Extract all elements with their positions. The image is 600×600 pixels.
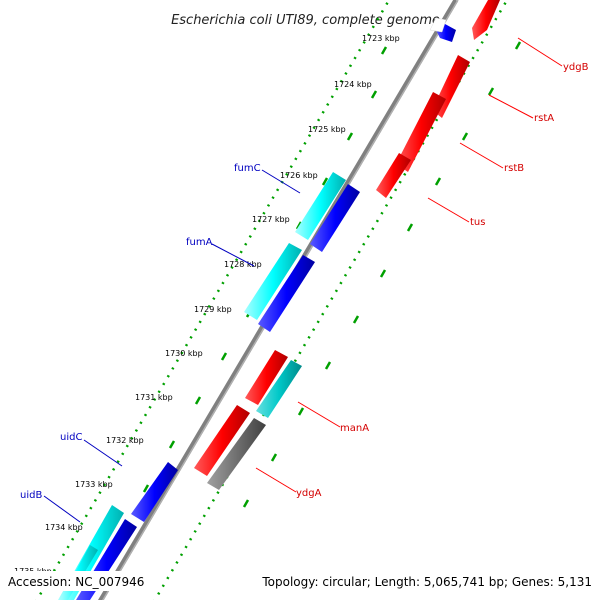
leader-line-tus [427, 197, 470, 223]
gc-track-outer [153, 0, 509, 600]
kbp-label: 1732 kbp [106, 436, 144, 445]
label-manA[interactable]: manA [340, 423, 369, 434]
footer-bg-left [4, 571, 146, 591]
genome-title: Escherichia coli UTI89, complete genome [171, 13, 440, 28]
gene-ydgA-arrow[interactable] [194, 405, 250, 476]
leader-line-uidC [83, 439, 123, 467]
kbp-labels: 1723 kbp 1724 kbp 1725 kbp 1726 kbp 1727… [14, 34, 400, 576]
gene-rstB-arrow[interactable] [396, 92, 446, 172]
leader-line-uidB [43, 495, 81, 523]
kbp-label: 1725 kbp [308, 125, 346, 134]
gene-labels-reverse: fumC fumA uidC uidB [20, 163, 301, 523]
kbp-label: 1724 kbp [334, 80, 372, 89]
label-uidC[interactable]: uidC [60, 432, 82, 443]
label-rstB[interactable]: rstB [504, 163, 524, 174]
gene-ydgB-arrow[interactable] [472, 0, 500, 40]
label-ydgB[interactable]: ydgB [563, 62, 589, 73]
label-uidB[interactable]: uidB [20, 490, 42, 501]
gene-labels-forward: ydgB rstA rstB tus manA ydgA [255, 37, 589, 499]
kbp-label: 1726 kbp [280, 171, 318, 180]
feature-fumC-cyan[interactable] [295, 172, 346, 240]
label-fumA[interactable]: fumA [186, 237, 213, 248]
gene-fumA-blue-arrow[interactable] [258, 255, 315, 332]
feature-fumA-cyan[interactable] [244, 243, 302, 320]
gc-track-inner [35, 0, 391, 600]
kbp-label: 1730 kbp [165, 349, 203, 358]
leader-line-ydgB [517, 37, 563, 67]
kbp-label: 1734 kbp [45, 523, 83, 532]
leader-line-ydgA [255, 467, 297, 493]
feature-ydgA-gray [207, 418, 266, 490]
label-ydgA[interactable]: ydgA [296, 488, 322, 499]
reverse-strand-genes [76, 24, 456, 600]
footer-bg-right [258, 571, 596, 591]
leader-line-fumA [211, 243, 255, 267]
accession-text: Accession: NC_007946 [8, 575, 144, 589]
kbp-label: 1728 kbp [224, 260, 262, 269]
leader-line-fumC [261, 169, 301, 194]
gene-tus-arrow[interactable] [376, 153, 411, 198]
leader-line-rstB [459, 142, 504, 169]
leader-line-manA [297, 401, 341, 428]
feature-manA-teal [256, 360, 302, 418]
label-tus[interactable]: tus [470, 217, 485, 228]
kbp-label: 1731 kbp [135, 393, 173, 402]
label-fumC[interactable]: fumC [234, 163, 261, 174]
start-marker [429, 17, 447, 33]
forward-strand-genes [194, 0, 500, 476]
gene-uidC-blue-arrow[interactable] [131, 462, 178, 522]
genome-summary-text: Topology: circular; Length: 5,065,741 bp… [261, 575, 592, 589]
kbp-label: 1733 kbp [75, 480, 113, 489]
kbp-label: 1723 kbp [362, 34, 400, 43]
kbp-label: 1729 kbp [194, 305, 232, 314]
kbp-label: 1727 kbp [252, 215, 290, 224]
gene-fumC-blue-arrow[interactable] [310, 184, 360, 252]
leader-line-rstA [488, 94, 534, 119]
label-rstA[interactable]: rstA [534, 113, 554, 124]
gene-manA-arrow[interactable] [245, 350, 288, 405]
